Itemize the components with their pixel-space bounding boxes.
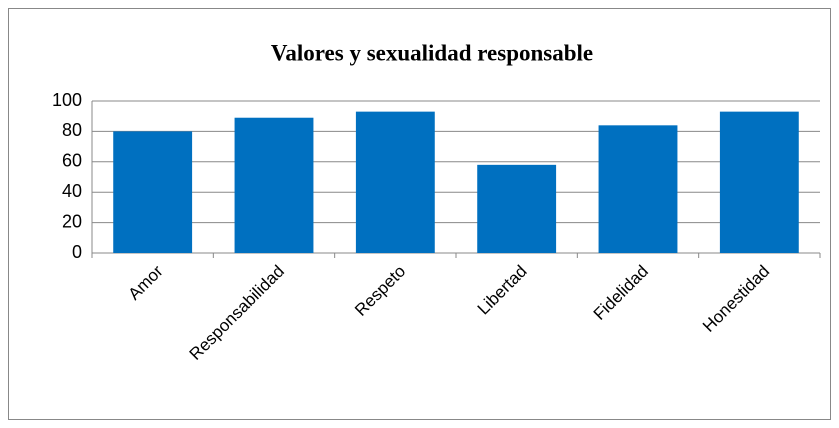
y-tick-label: 0 [72, 242, 82, 262]
y-tick-label: 100 [52, 90, 82, 110]
bar [719, 111, 799, 253]
bar [234, 117, 314, 253]
bar [598, 125, 678, 253]
y-tick-label: 20 [62, 211, 82, 231]
bar [355, 111, 435, 253]
y-tick-label: 40 [62, 181, 82, 201]
bar [113, 131, 193, 253]
chart-title: Valores y sexualidad responsable [271, 40, 593, 65]
y-tick-label: 60 [62, 151, 82, 171]
bar [477, 164, 557, 253]
y-tick-label: 80 [62, 120, 82, 140]
